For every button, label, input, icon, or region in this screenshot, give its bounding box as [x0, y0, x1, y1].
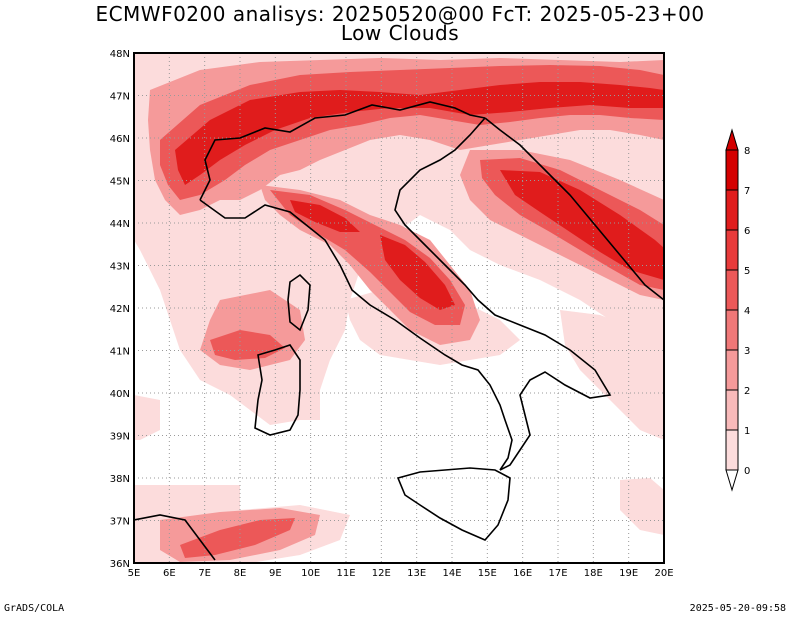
- latitude-tick-label: 44N: [110, 219, 130, 230]
- longitude-tick-label: 20E: [654, 568, 673, 579]
- colorbar-swatch: [725, 269, 739, 311]
- longitude-tick-label: 18E: [584, 568, 603, 579]
- colorbar-tick-label: 5: [744, 266, 750, 277]
- colorbar-swatch: [725, 349, 739, 391]
- colorbar-tick-label: 4: [744, 306, 750, 317]
- longitude-tick-label: 10E: [301, 568, 320, 579]
- longitude-labels: 5E 6E 7E 8E 9E 10E 11E 12E 13E 14E 15E 16E 17E 18E 19E…: [128, 568, 674, 579]
- coastlines-and-borders: [134, 101, 664, 561]
- longitude-tick-label: 12E: [372, 568, 391, 579]
- colorbar-lower-arrow: [725, 469, 739, 492]
- latitude-tick-label: 39N: [110, 432, 130, 443]
- longitude-tick-label: 11E: [336, 568, 355, 579]
- latitude-labels: 48N 47N 46N 45N 44N 43N 42N 41N 40N 39N 38N 37N 36N: [110, 49, 130, 570]
- colorbar-tick-label: 0: [744, 466, 750, 477]
- colorbar-tick-label: 7: [744, 186, 750, 197]
- latitude-tick-label: 40N: [110, 389, 130, 400]
- colorbar-upper-arrow: [725, 128, 739, 151]
- colorbar-tick-label: 3: [744, 346, 750, 357]
- longitude-tick-label: 19E: [619, 568, 638, 579]
- latitude-tick-label: 42N: [110, 304, 130, 315]
- colorbar-swatch: [725, 189, 739, 231]
- timestamp: 2025-05-20-09:58: [689, 603, 786, 614]
- colorbar-tick-label: 8: [744, 146, 750, 157]
- colorbar-swatch: [725, 309, 739, 351]
- map-frame: [133, 52, 665, 564]
- latitude-tick-label: 46N: [110, 134, 130, 145]
- latitude-tick-label: 45N: [110, 177, 130, 188]
- colorbar-tick-label: 1: [744, 426, 750, 437]
- longitude-tick-label: 13E: [407, 568, 426, 579]
- longitude-tick-label: 16E: [513, 568, 532, 579]
- colorbar-swatch: [725, 229, 739, 271]
- latitude-tick-label: 37N: [110, 517, 130, 528]
- colorbar-tick-label: 6: [744, 226, 750, 237]
- latitude-tick-label: 48N: [110, 49, 130, 60]
- colorbar-swatch: [725, 389, 739, 431]
- longitude-tick-label: 9E: [269, 568, 282, 579]
- longitude-tick-label: 15E: [478, 568, 497, 579]
- longitude-tick-label: 6E: [163, 568, 176, 579]
- latitude-tick-label: 47N: [110, 92, 130, 103]
- latitude-tick-label: 43N: [110, 262, 130, 273]
- latitude-tick-label: 38N: [110, 474, 130, 485]
- colorbar-tick-label: 2: [744, 386, 750, 397]
- latitude-tick-label: 36N: [110, 559, 130, 570]
- longitude-tick-label: 14E: [442, 568, 461, 579]
- chart-title: ECMWF0200 analisys: 20250520@00 FcT: 202…: [95, 2, 705, 26]
- colorbar-swatch: [725, 429, 739, 471]
- latitude-tick-label: 41N: [110, 347, 130, 358]
- colorbar: 0 1 2 3 4 5 6 7 8: [725, 128, 750, 492]
- longitude-tick-label: 8E: [234, 568, 247, 579]
- software-credit: GrADS/COLA: [4, 603, 65, 614]
- longitude-tick-label: 7E: [198, 568, 211, 579]
- chart-subtitle: Low Clouds: [340, 21, 460, 45]
- longitude-tick-label: 5E: [128, 568, 141, 579]
- longitude-tick-label: 17E: [548, 568, 567, 579]
- colorbar-swatch: [725, 149, 739, 191]
